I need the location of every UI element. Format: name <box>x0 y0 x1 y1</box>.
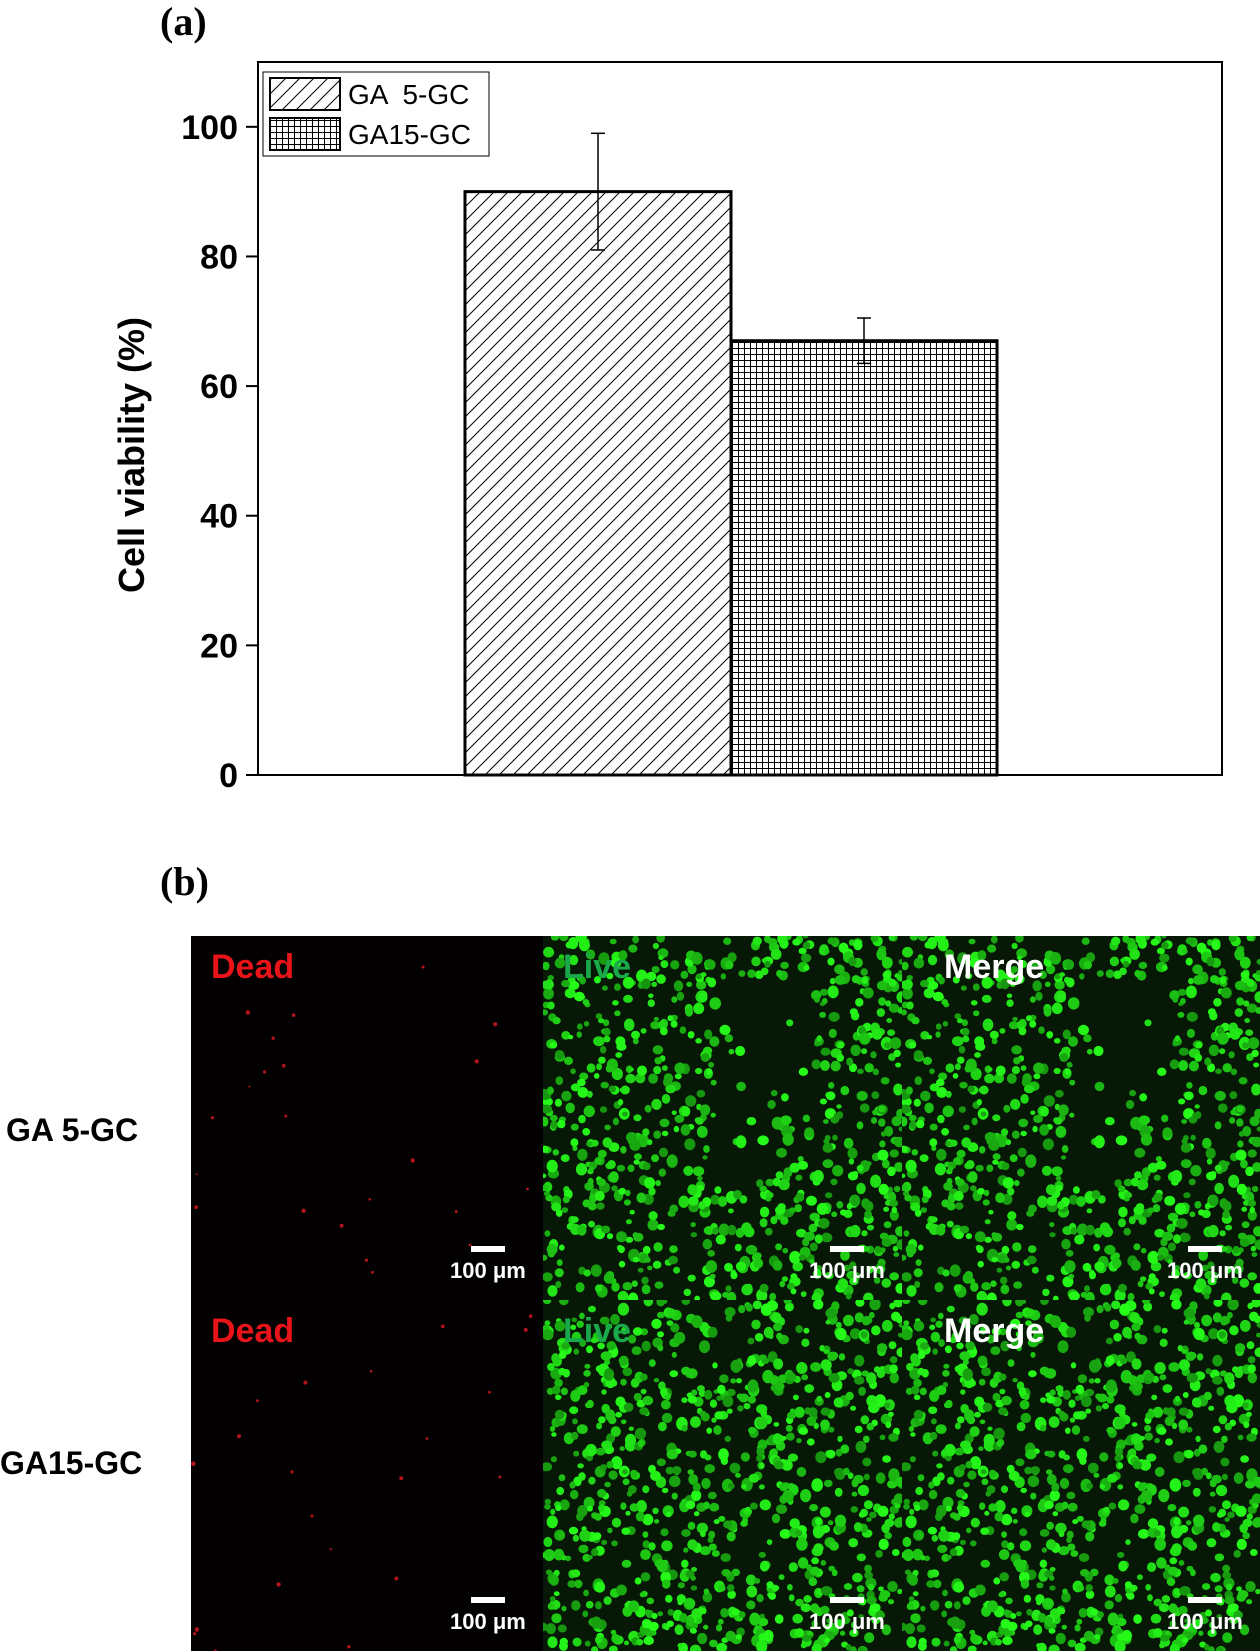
scale-bar-label: 100 μm <box>809 1258 885 1283</box>
bar-1 <box>463 190 733 777</box>
cell-texture <box>194 965 529 1274</box>
micrograph-merge-row-2: Merge 100 μm <box>902 1300 1260 1651</box>
cell-texture <box>191 1314 533 1651</box>
cell-texture <box>902 936 1260 1300</box>
scale-bar <box>1188 1246 1222 1252</box>
stain-label-dead: Dead <box>211 948 295 986</box>
panel-b-label: (b) <box>160 859 209 904</box>
scale-bar <box>471 1246 505 1252</box>
legend-swatch-1 <box>269 77 341 111</box>
scale-bar-label: 100 μm <box>1167 1609 1243 1634</box>
y-tick-label: 100 <box>181 109 238 147</box>
y-tick-label: 0 <box>219 757 238 795</box>
bar-chart: 0 20 40 60 80 100 GA 5-GC GA15-GC Cell viabili… <box>111 61 1223 795</box>
legend-swatch-2 <box>269 117 341 151</box>
scale-bar-label: 100 μm <box>1167 1258 1243 1283</box>
stain-label-merge: Merge <box>944 1312 1045 1350</box>
stain-label-live: Live <box>563 1312 632 1350</box>
y-axis-label: Cell viability (%) <box>111 317 152 593</box>
micrograph-live-row-1: Live 100 μm <box>543 936 902 1300</box>
scale-bar-label: 100 μm <box>809 1609 885 1634</box>
cell-texture <box>543 1300 902 1651</box>
micrograph-live-row-2: Live 100 μm <box>543 1300 902 1651</box>
row-label-2: GA15-GC <box>0 1445 143 1481</box>
scale-bar <box>471 1597 505 1603</box>
panel-a-label: (a) <box>160 0 207 44</box>
micrograph-merge-row-1: Merge 100 μm <box>902 936 1260 1300</box>
legend-label-1: GA 5-GC <box>348 79 469 110</box>
y-tick-label: 20 <box>200 627 238 665</box>
scale-bar-label: 100 μm <box>450 1258 526 1283</box>
bar-2 <box>729 339 999 777</box>
legend-label-2: GA15-GC <box>348 119 471 150</box>
scale-bar <box>1188 1597 1222 1603</box>
cell-texture <box>543 936 902 1300</box>
scale-bar <box>830 1246 864 1252</box>
stain-label-live: Live <box>563 948 632 986</box>
stain-label-merge: Merge <box>944 948 1045 986</box>
y-tick-label: 80 <box>200 238 238 276</box>
scale-bar-label: 100 μm <box>450 1609 526 1634</box>
stain-label-dead: Dead <box>211 1312 295 1350</box>
micrograph-dead-row-1: Dead 100 μm <box>191 936 543 1300</box>
micrograph-dead-row-2: Dead 100 μm <box>191 1300 543 1651</box>
row-label-1: GA 5-GC <box>6 1112 139 1148</box>
scale-bar <box>830 1597 864 1603</box>
y-tick-label: 40 <box>200 498 238 536</box>
cell-texture <box>902 1300 1260 1651</box>
y-tick-label: 60 <box>200 368 238 406</box>
